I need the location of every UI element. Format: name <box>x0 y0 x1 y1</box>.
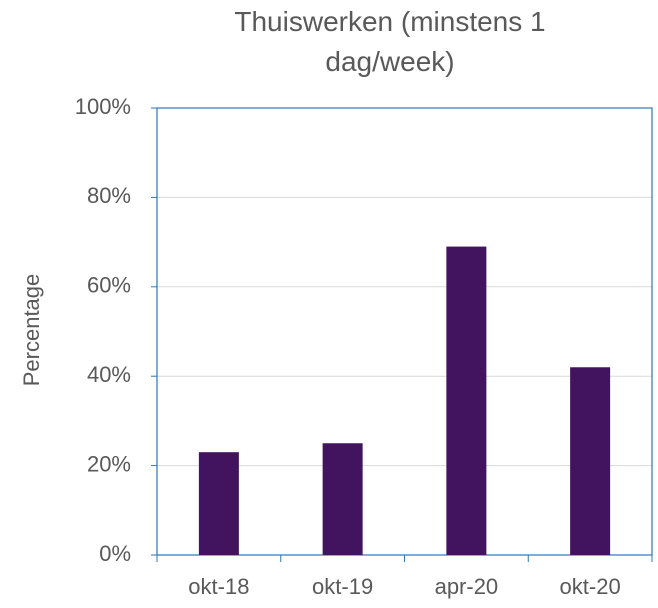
y-tick-label: 20% <box>87 451 131 476</box>
y-tick-label: 40% <box>87 362 131 387</box>
y-tick-label: 0% <box>99 541 131 566</box>
chart-title: Thuiswerken (minstens 1 dag/week) <box>234 6 546 77</box>
y-axis-label: Percentage <box>19 274 44 387</box>
bar <box>198 452 239 555</box>
bar <box>446 246 487 555</box>
bar <box>322 443 363 555</box>
x-tick-label: okt-18 <box>188 574 249 599</box>
bar <box>570 367 611 555</box>
y-tick-label: 80% <box>87 183 131 208</box>
y-tick-label: 60% <box>87 273 131 298</box>
x-tick-label: apr-20 <box>435 574 499 599</box>
x-tick-label: okt-20 <box>560 574 621 599</box>
x-tick-label: okt-19 <box>312 574 373 599</box>
y-tick-label: 100% <box>75 94 131 119</box>
